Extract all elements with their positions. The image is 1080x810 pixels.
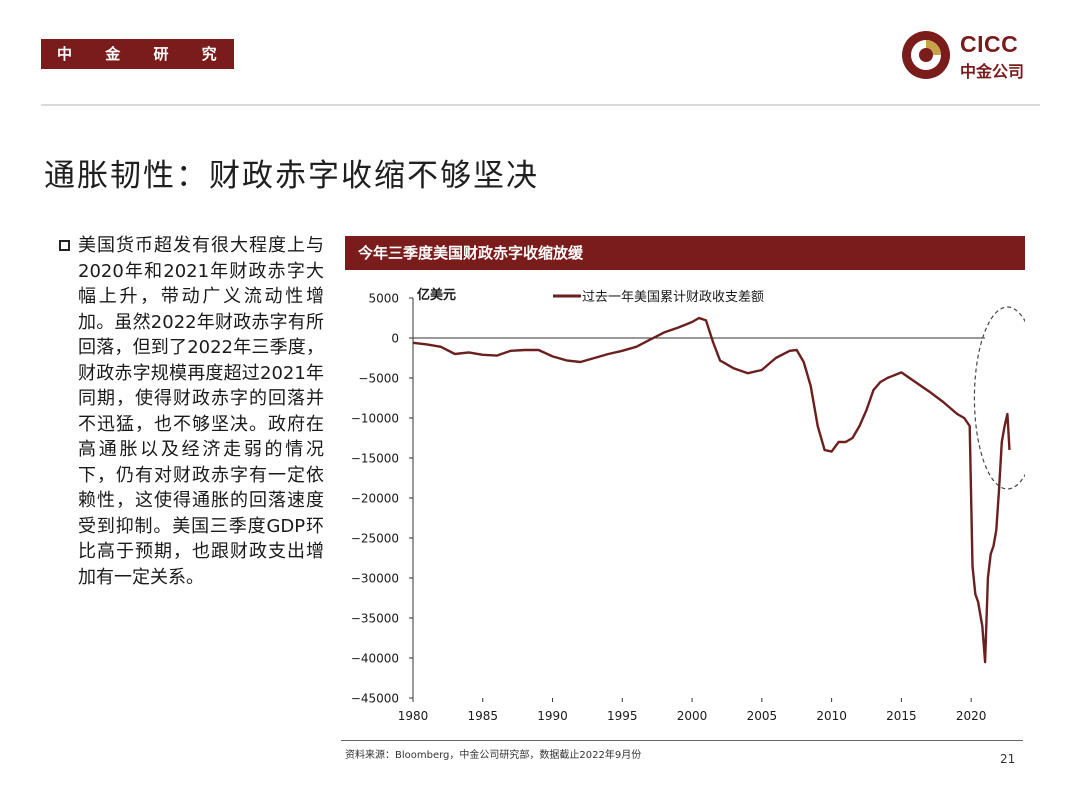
y-tick-label: −45000 bbox=[351, 692, 399, 706]
page-number: 21 bbox=[1000, 752, 1016, 766]
y-tick-label: −25000 bbox=[351, 532, 399, 546]
legend: 过去一年美国累计财政收支差额 bbox=[553, 290, 764, 305]
y-tick-label: 0 bbox=[391, 332, 399, 346]
x-tick-label: 2015 bbox=[886, 709, 917, 723]
y-tick-label: 5000 bbox=[368, 292, 399, 306]
chart-series bbox=[412, 306, 1025, 664]
x-tick-label: 1985 bbox=[467, 709, 498, 723]
y-tick-label: −30000 bbox=[351, 572, 399, 586]
cicc-logo-mark-icon bbox=[902, 31, 950, 79]
y-tick-label: −10000 bbox=[351, 412, 399, 426]
chart-axes bbox=[412, 298, 985, 698]
x-tick-label: 1990 bbox=[537, 709, 568, 723]
x-tick-label: 2005 bbox=[747, 709, 778, 723]
body-text: 美国货币超发有很大程度上与2020年和2021年财政赤字大幅上升，带动广义流动性… bbox=[78, 235, 324, 588]
chart-ticks: 5000 0 −5000 −10000 −15000 −20000 −25000 −30000… bbox=[351, 292, 987, 724]
y-axis-label: 亿美元 bbox=[417, 287, 456, 303]
department-badge: 中 金 研 究 部 bbox=[41, 39, 234, 93]
bullet-square-icon bbox=[59, 240, 70, 251]
footer-divider bbox=[341, 740, 1023, 741]
y-tick-label: −20000 bbox=[351, 492, 399, 506]
x-tick-label: 2010 bbox=[816, 709, 847, 723]
x-tick-label: 2020 bbox=[956, 709, 987, 723]
x-tick-label: 2000 bbox=[677, 709, 708, 723]
header-divider bbox=[41, 104, 1040, 106]
line-chart: 5000 0 −5000 −10000 −15000 −20000 −25000 −30000… bbox=[351, 287, 1025, 724]
cicc-logo: CICC 中金公司 bbox=[900, 29, 1050, 81]
y-tick-label: −35000 bbox=[351, 612, 399, 626]
x-tick-label: 1980 bbox=[398, 709, 429, 723]
x-tick-label: 1995 bbox=[607, 709, 638, 723]
logo-brand-cn: 中金公司 bbox=[960, 62, 1025, 81]
logo-brand-en: CICC bbox=[960, 31, 1019, 57]
y-tick-label: −5000 bbox=[358, 372, 399, 386]
highlight-ellipse bbox=[973, 306, 1025, 490]
source-note: 资料来源：Bloomberg，中金公司研究部，数据截止2022年9月份 bbox=[345, 750, 642, 761]
legend-label: 过去一年美国累计财政收支差额 bbox=[582, 290, 764, 305]
series-line bbox=[412, 316, 1011, 664]
chart-header: 今年三季度美国财政赤字收缩放缓 bbox=[345, 236, 1025, 270]
y-tick-label: −40000 bbox=[351, 652, 399, 666]
y-tick-label: −15000 bbox=[351, 452, 399, 466]
page-title: 通胀韧性：财政赤字收缩不够坚决 bbox=[44, 158, 539, 194]
